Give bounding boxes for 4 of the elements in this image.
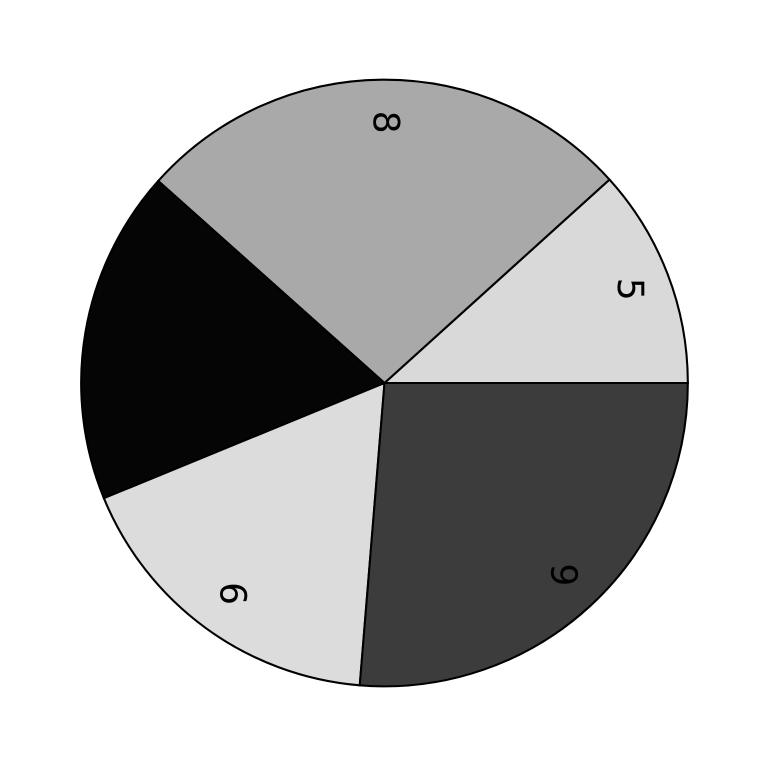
slice-label: 8 xyxy=(373,113,401,132)
slice-label: 5 xyxy=(617,280,644,298)
slice-label: 9 xyxy=(550,566,578,584)
slice-label: 6 xyxy=(220,584,248,603)
